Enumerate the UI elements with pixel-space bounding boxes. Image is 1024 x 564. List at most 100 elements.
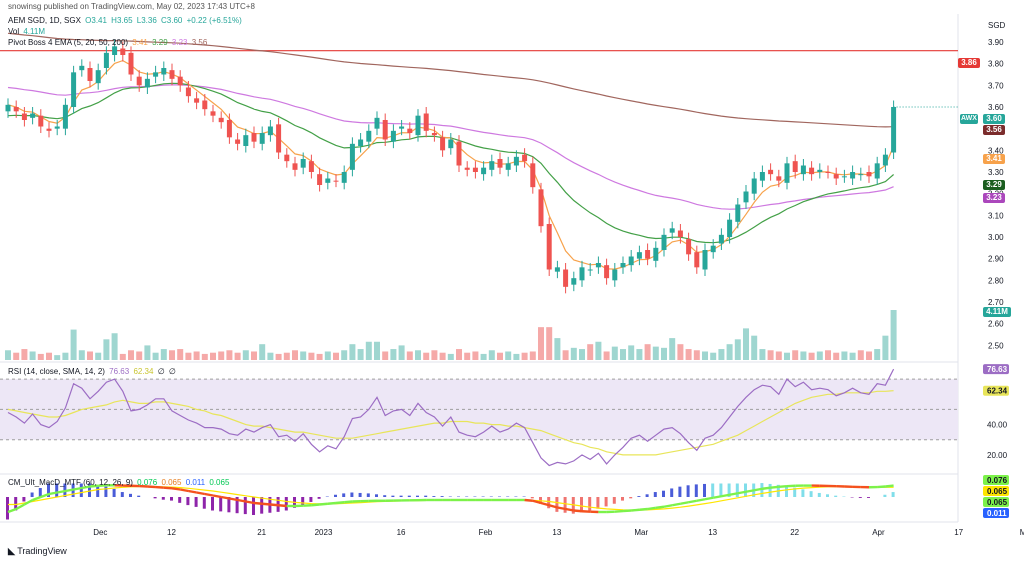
macd-line-segment [524,498,533,502]
candle-body [587,269,593,271]
volume-bar [201,353,208,360]
volume-bar [603,351,610,360]
candle-body [5,104,11,112]
volume-bar [677,344,684,360]
candle-body [399,126,405,129]
macd-histogram-bar [219,497,223,512]
macd-line-segment [15,503,25,511]
macd-histogram-bar [801,489,805,497]
volume-bar [87,351,93,360]
candle-body [710,245,716,253]
macd-histogram-bar [366,493,370,497]
candle-body [300,159,306,168]
macd-histogram-bar [243,497,247,515]
macd-histogram-bar [309,497,313,502]
footer-label: TradingView [17,546,67,556]
volume-bar [308,352,315,360]
candle-body [259,133,265,144]
macd-histogram-bar [817,492,821,497]
candle-body [218,117,224,123]
macd-line-segment [762,486,771,490]
candle-body [120,48,126,55]
volume-bar [644,344,651,360]
tv-logo-icon: ◣ [8,546,15,556]
badge-ema20: 3.29 [983,180,1005,190]
volume-bar [341,350,348,360]
macd-histogram-bar [137,495,141,497]
macd-histogram-bar [178,497,182,503]
candle-body [308,161,314,172]
rsi-tick-label: 40.00 [987,421,1008,430]
tradingview-logo[interactable]: ◣ TradingView [8,546,67,557]
macd-histogram-bar [809,491,813,497]
volume-bar [234,352,241,360]
macd-histogram-bar [317,497,321,499]
volume-bar [661,347,667,360]
volume-bar [95,352,102,360]
macd-line-segment [557,506,566,511]
macd-histogram-bar [375,494,378,497]
candle-body [841,176,847,178]
macd-histogram-bar [186,497,190,506]
volume-bar [521,352,528,360]
macd-histogram-bar [170,497,173,501]
macd-line-segment [147,485,156,489]
macd-line-segment [663,504,673,508]
volume-bar [480,353,487,360]
ema200-line [7,32,894,128]
candle-body [677,230,683,237]
candle-body [800,165,806,175]
macd-histogram-bar [104,486,108,497]
candle-body [694,252,700,268]
rsi-badge [983,364,1009,375]
volume-bar [160,349,167,360]
candle-body [686,239,692,255]
candle-body [628,256,634,266]
volume-bar [587,344,594,360]
volume-bar [136,351,143,360]
low-value: L3.36 [136,16,157,25]
volume-bar [144,345,151,360]
volume-bar [554,338,561,360]
macd-line-segment [704,496,714,501]
candle-body [538,189,544,227]
macd-line-segment [344,500,353,504]
candle-body [481,167,487,175]
y-tick-label: 2.90 [988,255,1004,264]
ema50-value: 3.23 [171,38,188,47]
volume-bar [874,349,881,360]
macd-histogram-bar [440,496,444,497]
macd-histogram-bar [555,497,559,512]
volume-bar [702,351,708,360]
volume-bar [406,351,413,360]
volume-bar [423,352,430,360]
candle-body [513,156,519,166]
y-tick-label: 2.50 [988,341,1004,350]
y-tick-label: 3.00 [988,233,1004,242]
volume-bar [775,351,782,360]
macd-histogram-bar [768,483,772,497]
macd-line-segment [220,495,230,500]
macd-line-segment [48,491,58,496]
macd-histogram-bar [891,492,895,497]
candle-body [809,167,815,175]
macd-line-segment [631,508,640,512]
x-tick-label: 2023 [315,528,333,537]
symbol-label[interactable]: AEM SGD, 1D, SGX [8,16,81,25]
volume-bar [866,351,872,360]
macd-legend[interactable]: CM_Ult_MacD_MTF (60, 12, 26, 9) 0.076 0.… [8,478,229,487]
volume-bar [78,350,85,360]
candle-body [161,68,167,75]
rsi-na-1: ∅ [157,367,165,376]
candle-body [431,133,437,136]
x-tick-label: Apr [872,528,885,537]
volume-bar [292,350,298,360]
candle-body [522,154,528,162]
macd-line-segment [753,487,763,492]
rsi-legend[interactable]: RSI (14, close, SMA, 14, 2) 76.63 62.34 … [8,367,176,376]
ema-legend[interactable]: Pivot Boss 4 EMA (5, 20, 50, 200) 3.41 3… [8,38,207,47]
volume-bar [472,351,479,360]
volume-legend[interactable]: Vol 4.11M [8,27,45,36]
macd-histogram-bar [202,497,206,509]
macd-histogram-bar [416,495,419,497]
